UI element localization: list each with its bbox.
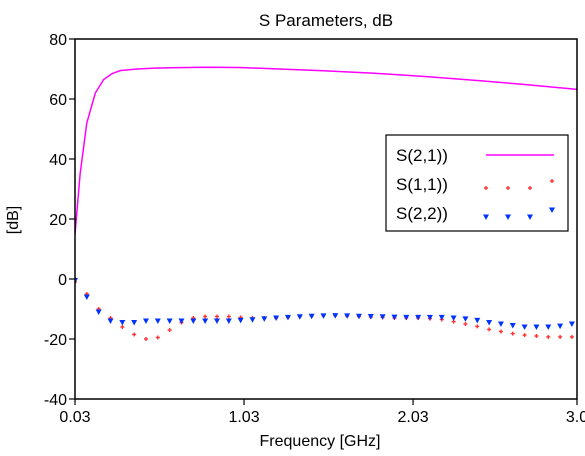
legend-swatch-triangle bbox=[527, 214, 533, 220]
s22-point bbox=[450, 315, 457, 321]
s22-point bbox=[190, 318, 197, 324]
s22-point bbox=[83, 294, 90, 300]
y-tick-label: -40 bbox=[44, 392, 67, 409]
s22-point bbox=[438, 314, 445, 321]
legend-swatch-triangle bbox=[505, 214, 511, 220]
s22-point bbox=[119, 320, 126, 326]
y-axis-label: [dB] bbox=[5, 206, 22, 234]
legend-swatch-plus bbox=[528, 186, 532, 190]
s22-point bbox=[379, 314, 386, 320]
s11-point bbox=[155, 335, 160, 340]
y-tick-label: 80 bbox=[49, 32, 67, 49]
s22-point bbox=[355, 313, 362, 320]
s22-point bbox=[142, 318, 149, 324]
legend-swatch-plus bbox=[506, 186, 510, 190]
s11-point bbox=[487, 327, 492, 332]
s22-point bbox=[474, 317, 481, 324]
s22-point bbox=[344, 313, 351, 319]
legend-label: S(2,1)) bbox=[396, 146, 448, 165]
legend: S(2,1)) S(1,1)) S(2,2)) bbox=[385, 134, 569, 232]
s11-point bbox=[498, 329, 503, 334]
s22-point bbox=[533, 324, 540, 330]
s22-point bbox=[213, 318, 220, 324]
s11-point bbox=[463, 322, 468, 326]
s11-point bbox=[475, 324, 480, 329]
s11-point bbox=[143, 337, 148, 341]
s22-point bbox=[178, 318, 185, 324]
s22-point bbox=[95, 309, 102, 315]
s11-point bbox=[569, 334, 574, 339]
legend-swatch-triangle bbox=[483, 214, 489, 220]
y-tick-label: 20 bbox=[49, 212, 67, 229]
y-tick-label: 60 bbox=[49, 92, 67, 109]
s22-point bbox=[249, 317, 256, 323]
s11-point bbox=[75, 280, 77, 284]
x-tick-label: 2.03 bbox=[397, 409, 428, 426]
legend-swatch-plus bbox=[484, 186, 488, 190]
legend-label: S(2,2)) bbox=[396, 204, 448, 223]
s22-point bbox=[273, 315, 280, 321]
x-tick-label: 1.03 bbox=[228, 409, 259, 426]
x-axis-label: Frequency [GHz] bbox=[260, 433, 381, 450]
s22-point bbox=[320, 313, 327, 319]
x-tick-label: 0.03 bbox=[59, 409, 90, 426]
chart-title: S Parameters, dB bbox=[259, 11, 393, 30]
s22-point bbox=[332, 313, 339, 319]
s22-point bbox=[545, 324, 552, 330]
s22-point bbox=[426, 314, 433, 321]
s22-point bbox=[415, 314, 422, 321]
s22-point bbox=[107, 318, 114, 324]
s22-point bbox=[261, 316, 268, 322]
s22-point bbox=[166, 318, 173, 324]
s11-point bbox=[522, 333, 527, 338]
s11-point bbox=[132, 332, 137, 337]
s22-point bbox=[367, 314, 374, 320]
s11-point bbox=[546, 334, 551, 339]
series-line-s21 bbox=[75, 66, 577, 235]
s11-point bbox=[558, 334, 563, 339]
axes-group: -40 -20 0 20 40 60 80 0.03 1.03 2.03 3.0 bbox=[44, 32, 585, 426]
s22-point bbox=[284, 314, 291, 321]
s22-point bbox=[202, 318, 209, 324]
y-tick-label: -20 bbox=[44, 332, 67, 349]
s22-point bbox=[131, 320, 138, 326]
s22-point bbox=[509, 323, 516, 329]
s11-point bbox=[510, 331, 515, 336]
s22-point bbox=[403, 314, 410, 321]
s22-point bbox=[568, 321, 575, 327]
legend-label: S(1,1)) bbox=[396, 175, 448, 194]
x-tick-label: 3.0 bbox=[566, 409, 585, 426]
s22-point bbox=[391, 314, 398, 321]
s11-point bbox=[120, 325, 125, 329]
s22-point bbox=[237, 317, 244, 324]
s11-point bbox=[534, 334, 539, 338]
s22-point bbox=[225, 318, 232, 324]
s22-point bbox=[497, 321, 504, 327]
s11-point bbox=[167, 328, 172, 332]
s11-point bbox=[214, 314, 219, 319]
s11-point bbox=[203, 314, 208, 319]
s11-point bbox=[226, 314, 231, 319]
series-group bbox=[75, 66, 577, 341]
s22-point bbox=[486, 320, 493, 326]
legend-swatch-triangle bbox=[549, 207, 555, 213]
s22-point bbox=[557, 323, 564, 330]
s22-point bbox=[308, 313, 315, 320]
legend-swatch-plus bbox=[550, 179, 554, 183]
y-tick-label: 40 bbox=[49, 152, 67, 169]
legend-box bbox=[385, 134, 569, 232]
y-tick-label: 0 bbox=[58, 272, 67, 289]
s22-point bbox=[296, 314, 303, 320]
s22-point bbox=[462, 316, 469, 322]
s22-point bbox=[521, 324, 528, 330]
s22-point bbox=[154, 318, 161, 324]
